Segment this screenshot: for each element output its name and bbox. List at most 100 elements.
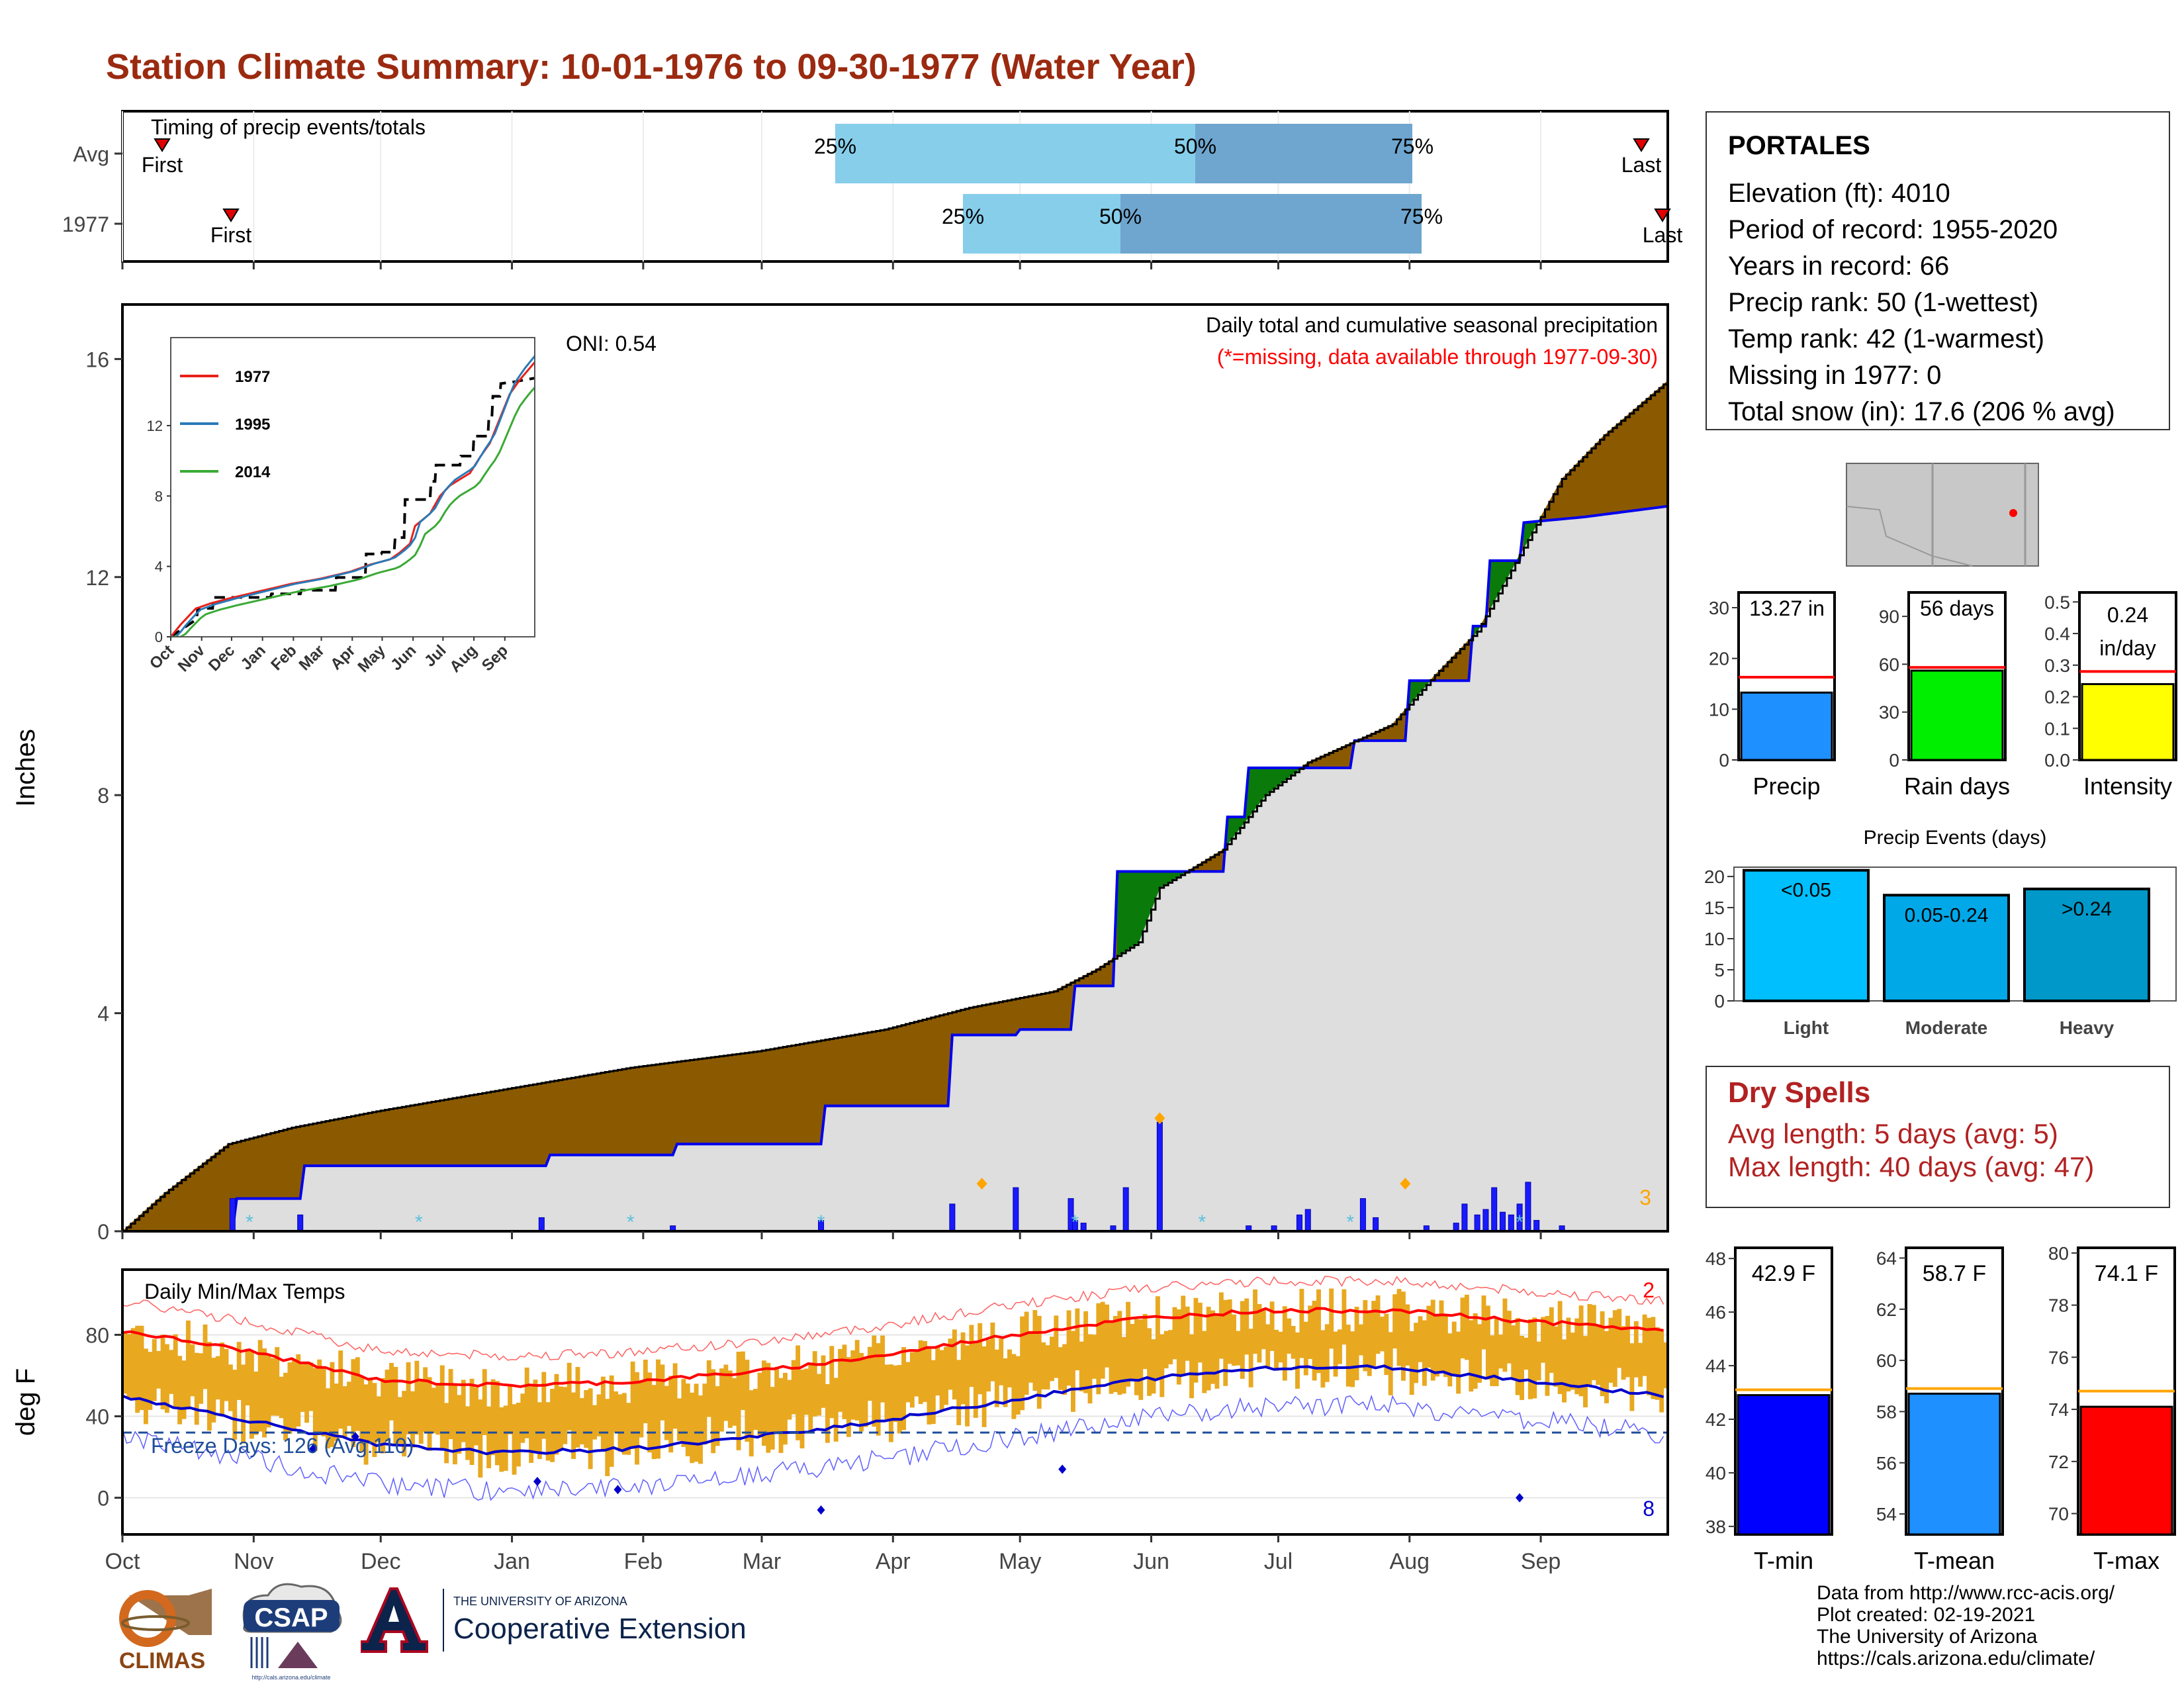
t-mean-y-tick-label: 58 <box>1876 1401 1897 1422</box>
timing-q25-label: 25% <box>942 205 984 228</box>
daily-temp-bar <box>1193 1297 1199 1383</box>
locator-map <box>1846 463 2039 567</box>
daily-temp-bar <box>1414 1323 1419 1383</box>
daily-temp-bar <box>432 1387 436 1434</box>
t-max-y-tick-label: 80 <box>2048 1243 2069 1264</box>
daily-precip-bar <box>1359 1198 1366 1231</box>
daily-temp-bar <box>427 1377 432 1451</box>
daily-temp-bar <box>1621 1326 1626 1380</box>
daily-temp-bar <box>702 1383 707 1445</box>
daily-temp-bar <box>262 1348 267 1438</box>
daily-temp-bar <box>1400 1291 1406 1381</box>
daily-temp-bar <box>660 1364 665 1421</box>
daily-temp-bar <box>224 1348 229 1401</box>
daily-temp-bar <box>558 1386 563 1450</box>
daily-temp-bar <box>1168 1330 1173 1365</box>
daily-temp-bar <box>135 1325 140 1413</box>
temp-y-tick-label: 40 <box>85 1405 109 1429</box>
daily-temp-bar <box>592 1405 597 1440</box>
intensity-value-label: 0.24 <box>2107 603 2148 627</box>
daily-temp-bar <box>296 1354 301 1427</box>
daily-temp-bar <box>833 1378 839 1442</box>
daily-temp-bar <box>1359 1324 1363 1356</box>
daily-temp-bar <box>1435 1316 1440 1377</box>
daily-temp-bar <box>668 1376 674 1453</box>
timing-q50-label: 50% <box>1099 205 1142 228</box>
daily-temp-bar <box>1091 1335 1097 1379</box>
daily-precip-bar <box>1461 1203 1468 1231</box>
daily-temp-bar <box>1443 1315 1448 1378</box>
daily-temp-bar <box>1113 1315 1118 1392</box>
daily-temp-bar <box>402 1391 407 1457</box>
daily-temp-bar <box>727 1370 733 1429</box>
daily-temp-bar <box>304 1363 309 1423</box>
daily-temp-bar <box>761 1360 766 1446</box>
timing-q25-label: 25% <box>814 134 856 158</box>
station-snow: Total snow (in): 17.6 (206 % avg) <box>1728 397 2115 426</box>
daily-temp-bar <box>1206 1307 1211 1391</box>
daily-temp-bar <box>330 1362 335 1448</box>
daily-temp-bar <box>621 1393 627 1455</box>
precip-panel-subtitle: (*=missing, data available through 1977-… <box>1217 345 1658 369</box>
daily-temp-bar <box>1265 1324 1271 1367</box>
daily-temp-bar <box>508 1384 513 1434</box>
daily-temp-bar <box>512 1404 517 1475</box>
daily-temp-bar <box>347 1382 351 1427</box>
daily-temp-bar <box>880 1335 886 1403</box>
temp-panel-title: Daily Min/Max Temps <box>144 1280 345 1303</box>
intensity-label: Intensity <box>2083 773 2172 800</box>
inset-background <box>164 331 541 643</box>
intensity-y-tick-label: 0.2 <box>2044 687 2070 708</box>
precip-y-axis-label: Inches <box>11 729 40 807</box>
daily-temp-bar <box>656 1359 660 1459</box>
timing-q50-label: 50% <box>1174 134 1216 158</box>
timing-q75-label: 75% <box>1400 205 1443 228</box>
daily-temp-bar <box>1439 1300 1444 1372</box>
daily-temp-bar <box>863 1358 868 1427</box>
daily-temp-bar <box>1511 1325 1516 1380</box>
record-low-marker <box>1058 1464 1067 1474</box>
daily-temp-bar <box>253 1372 259 1435</box>
timing-first-label: First <box>210 223 251 247</box>
page-title: Station Climate Summary: 10-01-1976 to 0… <box>106 47 1197 87</box>
daily-temp-bar <box>1541 1317 1545 1363</box>
daily-temp-bar <box>978 1323 983 1395</box>
daily-temp-bar <box>1502 1298 1508 1372</box>
precip-value-label: 13.27 in <box>1749 596 1825 620</box>
daily-precip-bar <box>1013 1187 1019 1231</box>
daily-temp-bar <box>825 1383 830 1443</box>
timing-first-marker <box>154 138 171 152</box>
station-location-marker <box>2009 509 2017 517</box>
daily-temp-bar <box>1469 1320 1474 1392</box>
daily-temp-bar <box>1058 1347 1063 1390</box>
daily-temp-bar <box>774 1366 780 1433</box>
svg-text:Cooperative Extension: Cooperative Extension <box>453 1613 745 1645</box>
daily-temp-bar <box>1570 1333 1575 1390</box>
daily-temp-bar <box>1223 1299 1228 1386</box>
daily-temp-bar <box>1371 1301 1377 1366</box>
daily-temp-bar <box>1041 1342 1046 1389</box>
daily-temp-bar <box>1430 1299 1435 1381</box>
precip-y-tick-label: 8 <box>97 784 109 808</box>
daily-temp-bar <box>563 1387 568 1444</box>
inset-month-label: Sep <box>478 641 512 675</box>
climas-logo: CLIMAS <box>109 1582 215 1685</box>
daily-temp-bar <box>236 1342 242 1400</box>
inset-legend-label: 2014 <box>235 463 271 481</box>
daily-temp-bar <box>1050 1336 1054 1382</box>
rain-days-bar <box>1910 669 2004 761</box>
daily-temp-bar <box>1566 1317 1571 1392</box>
daily-temp-bar <box>944 1346 948 1405</box>
precip-panel-title: Daily total and cumulative seasonal prec… <box>1206 313 1658 337</box>
daily-temp-bar <box>228 1364 233 1411</box>
daily-temp-bar <box>799 1370 805 1448</box>
daily-temp-bar <box>533 1380 538 1453</box>
inset-month-label: May <box>355 641 390 677</box>
daily-temp-bar <box>872 1335 877 1427</box>
daily-temp-bar <box>389 1362 394 1421</box>
daily-temp-bar <box>465 1406 471 1460</box>
daily-temp-bar <box>778 1378 784 1453</box>
daily-temp-bar <box>494 1381 500 1466</box>
daily-temp-bar <box>211 1358 216 1423</box>
daily-temp-bar <box>1460 1297 1465 1359</box>
